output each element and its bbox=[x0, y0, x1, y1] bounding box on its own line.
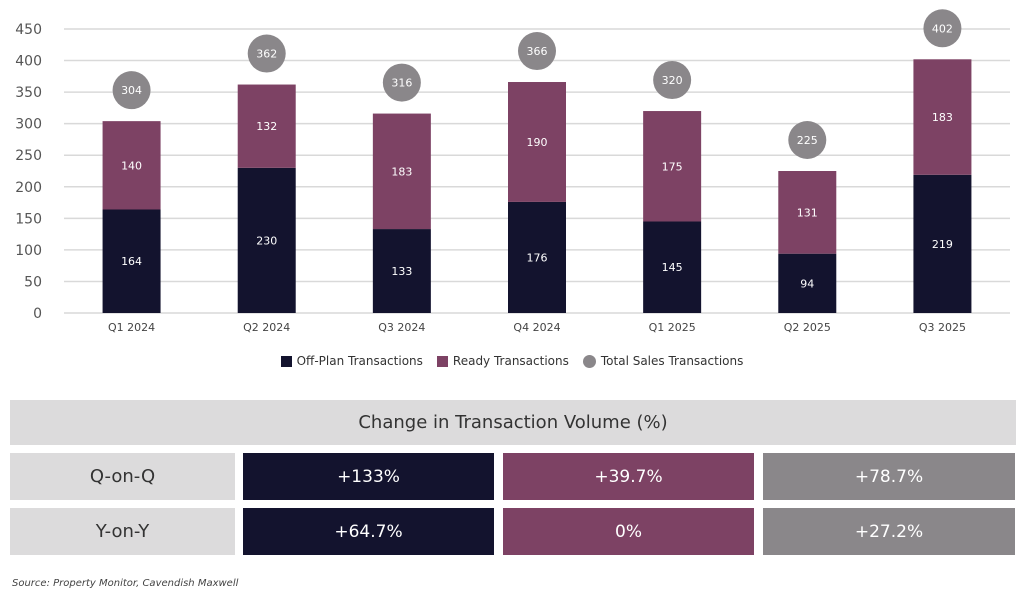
bar-ready bbox=[372, 113, 431, 230]
legend-label: Total Sales Transactions bbox=[600, 354, 744, 368]
y-tick-label: 450 bbox=[15, 22, 42, 38]
total-marker bbox=[382, 63, 421, 102]
legend-offplan: Off-Plan Transactions bbox=[280, 354, 423, 368]
data-label-offplan: 219 bbox=[932, 238, 953, 251]
y-tick-label: 100 bbox=[15, 243, 42, 259]
bar-offplan bbox=[778, 253, 837, 313]
y-tick-label: 0 bbox=[33, 306, 42, 322]
data-label-ready: 183 bbox=[391, 165, 412, 178]
total-marker bbox=[788, 121, 827, 159]
bar-ready bbox=[102, 121, 161, 210]
yoy-ready: 0% bbox=[503, 508, 754, 555]
row-label-qoq: Q-on-Q bbox=[10, 453, 235, 500]
total-marker bbox=[518, 32, 556, 71]
data-label-offplan: 176 bbox=[527, 251, 548, 264]
data-label-total: 366 bbox=[527, 45, 548, 58]
y-tick-label: 300 bbox=[15, 117, 42, 133]
legend-swatch bbox=[582, 354, 596, 368]
legend: Off-Plan Transactions Ready Transactions… bbox=[0, 354, 1024, 368]
x-tick-label: Q3 2024 bbox=[378, 321, 425, 334]
legend-swatch bbox=[436, 355, 448, 367]
bar-offplan bbox=[102, 209, 161, 313]
legend-swatch bbox=[280, 355, 292, 367]
y-tick-label: 150 bbox=[15, 211, 42, 227]
x-tick-label: Q1 2025 bbox=[649, 321, 696, 334]
data-label-total: 402 bbox=[932, 22, 953, 35]
bar-offplan bbox=[913, 174, 972, 313]
y-tick-label: 350 bbox=[15, 85, 42, 101]
total-marker bbox=[653, 61, 692, 100]
qoq-total: +78.7% bbox=[763, 453, 1015, 500]
bar-ready bbox=[237, 84, 296, 168]
data-label-ready: 190 bbox=[527, 136, 548, 149]
legend-total: Total Sales Transactions bbox=[582, 354, 744, 368]
table-title: Change in Transaction Volume (%) bbox=[10, 400, 1016, 445]
x-tick-label: Q4 2024 bbox=[513, 321, 560, 334]
total-marker bbox=[112, 71, 151, 110]
bar-offplan bbox=[372, 229, 431, 313]
legend-ready: Ready Transactions bbox=[436, 354, 569, 368]
yoy-offplan: +64.7% bbox=[243, 508, 494, 555]
data-label-offplan: 164 bbox=[121, 255, 142, 268]
data-label-offplan: 133 bbox=[391, 265, 412, 278]
data-label-total: 225 bbox=[797, 134, 818, 147]
yoy-total: +27.2% bbox=[763, 508, 1015, 555]
legend-label: Off-Plan Transactions bbox=[296, 354, 423, 368]
total-marker bbox=[247, 34, 286, 73]
data-label-offplan: 230 bbox=[256, 234, 277, 247]
bar-ready bbox=[508, 82, 566, 202]
bar-ready bbox=[643, 111, 702, 222]
qoq-ready: +39.7% bbox=[503, 453, 754, 500]
data-label-total: 320 bbox=[662, 74, 683, 87]
data-label-total: 362 bbox=[256, 48, 277, 61]
y-tick-label: 400 bbox=[15, 54, 42, 70]
data-label-total: 304 bbox=[121, 84, 142, 97]
bar-ready bbox=[778, 171, 837, 254]
bar-offplan bbox=[237, 167, 296, 313]
qoq-offplan: +133% bbox=[243, 453, 494, 500]
source-note: Source: Property Monitor, Cavendish Maxw… bbox=[12, 578, 239, 589]
y-tick-label: 250 bbox=[15, 148, 42, 164]
data-label-total: 316 bbox=[391, 77, 412, 90]
data-label-ready: 132 bbox=[256, 120, 277, 133]
data-label-ready: 183 bbox=[932, 111, 953, 124]
row-label-yoy: Y-on-Y bbox=[10, 508, 235, 555]
x-tick-label: Q1 2024 bbox=[108, 321, 155, 334]
data-label-offplan: 94 bbox=[800, 277, 814, 290]
legend-label: Ready Transactions bbox=[452, 354, 569, 368]
total-marker bbox=[923, 9, 962, 48]
bar-ready bbox=[913, 59, 972, 175]
y-tick-label: 200 bbox=[15, 180, 42, 196]
x-tick-label: Q2 2024 bbox=[243, 321, 290, 334]
bar-offplan bbox=[508, 201, 566, 313]
x-tick-label: Q2 2025 bbox=[784, 321, 831, 334]
x-tick-label: Q3 2025 bbox=[919, 321, 966, 334]
y-tick-label: 50 bbox=[24, 274, 42, 290]
data-label-offplan: 145 bbox=[662, 261, 683, 274]
stacked-bar-chart: 0 50 100 150 200 250 300 350 400 450 164 140 304 Q1 2… bbox=[15, 9, 1010, 334]
bar-offplan bbox=[643, 221, 702, 313]
data-label-ready: 140 bbox=[121, 159, 142, 172]
data-label-ready: 175 bbox=[662, 160, 683, 173]
data-label-ready: 131 bbox=[797, 206, 818, 219]
